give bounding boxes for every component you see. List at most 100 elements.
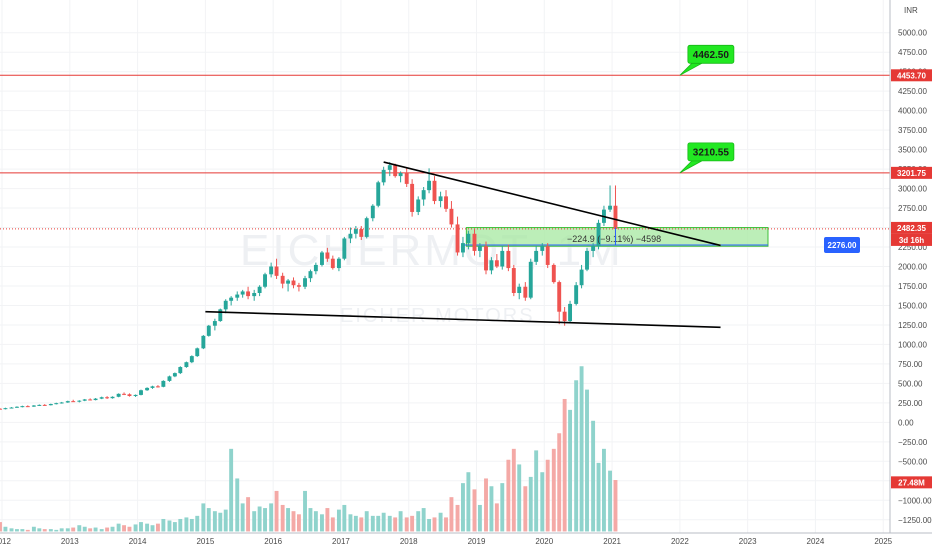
candle-body: [48, 404, 53, 406]
volume-bar: [37, 528, 42, 532]
volume-bar: [494, 503, 499, 532]
candle-body: [122, 393, 126, 395]
volume-bar: [195, 515, 200, 532]
volume-bar: [455, 504, 460, 532]
x-tick-label: 2023: [739, 537, 757, 546]
candle-body: [189, 356, 194, 363]
candle-body: [416, 199, 421, 212]
volume-bar: [376, 515, 381, 532]
callout-bubble: [687, 44, 735, 64]
candle-body: [410, 183, 415, 212]
volume-bar: [585, 389, 589, 532]
volume-bar: [477, 504, 482, 532]
y-tick-label: 2750.00: [898, 204, 927, 213]
candle-body: [105, 397, 110, 399]
candle-body: [574, 285, 579, 304]
candle-body: [127, 394, 132, 397]
x-tick-label: 2021: [603, 537, 621, 546]
y-tick-label: 500.00: [898, 379, 923, 388]
volume-bar: [3, 526, 8, 532]
volume-bar: [139, 522, 143, 532]
candle-body: [364, 218, 369, 237]
resistance-badge: [891, 166, 932, 179]
x-tick-label: 2018: [400, 537, 418, 546]
volume-bar: [421, 508, 426, 532]
candle-body: [320, 252, 324, 265]
candle-body: [178, 367, 183, 374]
candle-body: [240, 291, 245, 295]
y-tick-label: 3000.00: [898, 185, 927, 194]
volume-bar: [20, 529, 25, 532]
candle-body: [500, 250, 505, 267]
volume-bar: [416, 511, 421, 532]
volume-bars: [0, 366, 618, 532]
volume-bar: [172, 522, 177, 532]
volume-bar: [263, 508, 267, 532]
volume-bar: [320, 514, 324, 532]
volume-bar: [342, 504, 347, 532]
candle-body: [511, 268, 516, 293]
x-tick-label: 2020: [535, 537, 553, 546]
candle-body: [59, 402, 64, 404]
volume-bar: [506, 459, 511, 532]
volume-bar: [105, 527, 110, 532]
volume-bar: [88, 528, 93, 532]
current-price-badge: [891, 221, 932, 234]
candle-body: [269, 266, 274, 275]
candle-body: [218, 309, 223, 322]
candle-body: [65, 401, 70, 403]
candle-body: [562, 311, 567, 322]
bar-countdown-badge-text: 3d 16h: [899, 236, 924, 245]
volume-bar: [303, 490, 307, 532]
callout-label: 3210.55: [693, 147, 730, 158]
candle-body: [534, 250, 539, 262]
volume-bar: [540, 472, 545, 532]
volume-bar: [291, 511, 296, 532]
candle-body: [286, 280, 291, 284]
candle-body: [280, 275, 285, 284]
candle-body: [376, 182, 381, 206]
candle-body: [348, 233, 353, 239]
volume-bar: [240, 503, 245, 532]
volume-bar: [223, 509, 228, 532]
volume-bar: [65, 528, 70, 532]
candle-body: [596, 222, 601, 247]
candle-body: [291, 280, 296, 286]
candle-body: [14, 406, 19, 408]
volume-bar: [313, 511, 318, 532]
candle-body: [517, 286, 522, 293]
y-tick-label: 250.00: [898, 399, 923, 408]
x-tick-label: 2013: [61, 537, 79, 546]
candle-body: [252, 292, 257, 297]
x-tick-label: 2024: [807, 537, 825, 546]
candle-body: [246, 291, 251, 297]
resistance-badge: [891, 69, 932, 82]
candle-body: [540, 246, 545, 251]
volume-bar: [404, 517, 409, 532]
support-level-badge: [824, 236, 860, 253]
x-tick-label: 2016: [264, 537, 282, 546]
price-range-measure: −224.9 (−9.11%) −4598: [567, 227, 661, 245]
volume-bar: [591, 420, 596, 532]
y-tick-label: 1000.00: [898, 340, 927, 349]
volume-bar: [257, 506, 262, 532]
candle-body: [370, 205, 375, 219]
lower-trendline: [205, 310, 721, 329]
candle-body: [9, 407, 14, 409]
candle-body: [88, 399, 93, 401]
volume-bar: [410, 515, 415, 532]
volume-bar: [286, 508, 291, 532]
y-tick-label: 1500.00: [898, 301, 927, 310]
callout-label: 4462.50: [693, 50, 730, 61]
candle-body: [477, 246, 482, 251]
volume-bar: [122, 525, 126, 532]
candle-body: [325, 252, 330, 259]
candle-body: [438, 196, 443, 202]
candle-body: [31, 405, 36, 407]
candle-body: [342, 238, 347, 259]
candle-body: [229, 297, 234, 301]
volume-bar: [545, 459, 550, 532]
volume-bar: [348, 514, 353, 532]
grid: [0, 0, 890, 533]
